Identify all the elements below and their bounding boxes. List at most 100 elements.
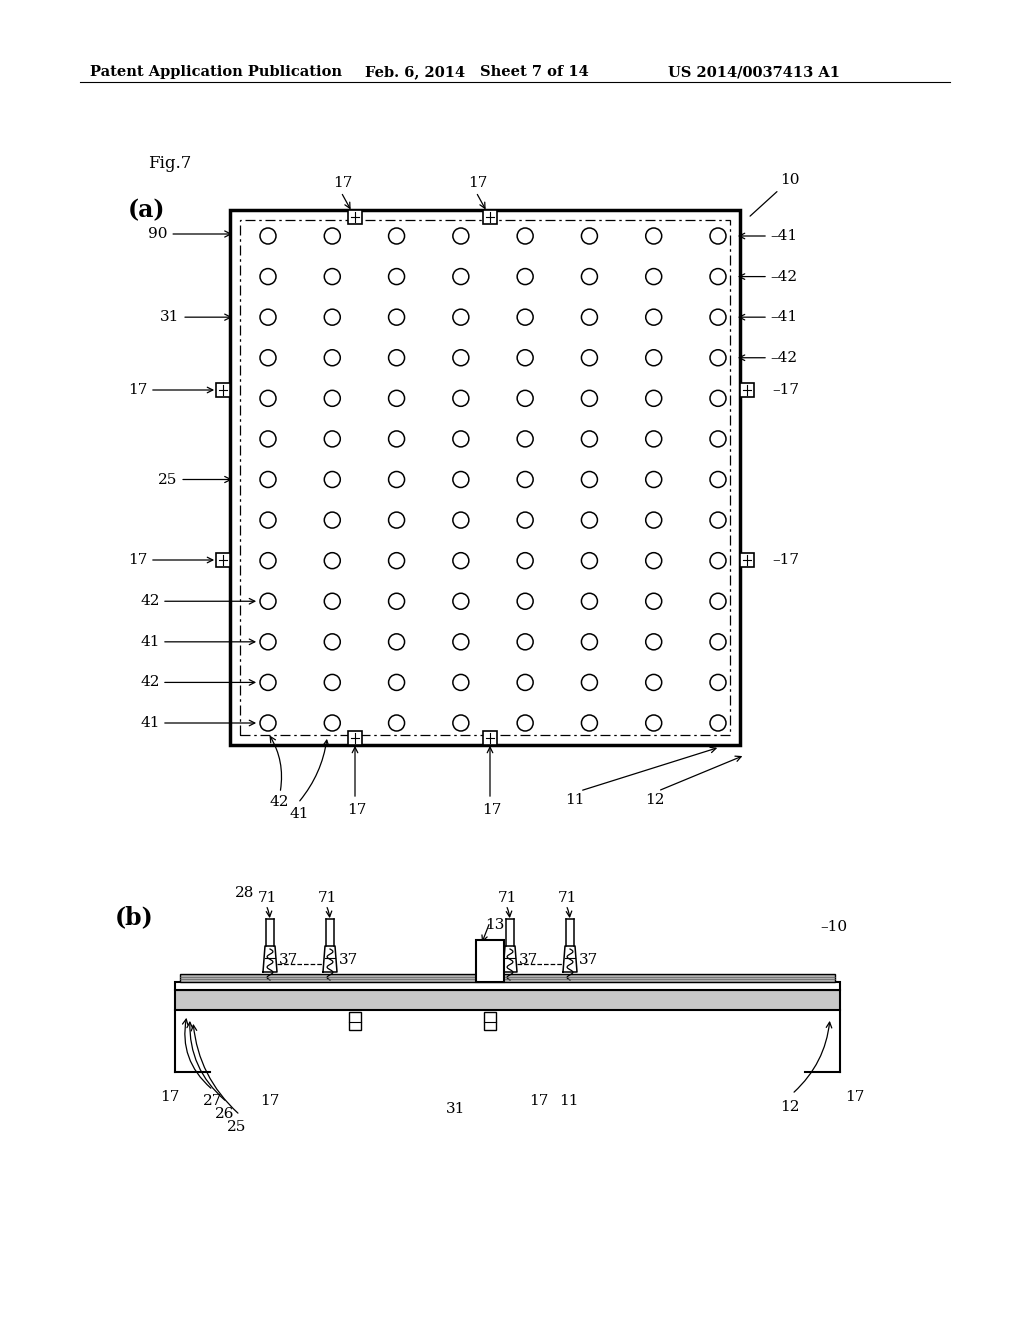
Bar [216, 383, 230, 397]
Text: 41: 41 [290, 807, 309, 821]
Circle shape [710, 430, 726, 447]
Circle shape [325, 715, 340, 731]
Circle shape [710, 309, 726, 325]
Circle shape [582, 512, 597, 528]
Circle shape [710, 715, 726, 731]
Circle shape [710, 350, 726, 366]
Bar [484, 1012, 496, 1030]
Circle shape [388, 634, 404, 649]
Text: –17: –17 [772, 383, 799, 397]
Circle shape [325, 553, 340, 569]
Text: 17: 17 [333, 176, 352, 190]
Text: 90: 90 [148, 227, 230, 242]
Circle shape [646, 268, 662, 285]
Circle shape [582, 350, 597, 366]
Circle shape [325, 430, 340, 447]
Text: 31: 31 [446, 1102, 465, 1115]
Circle shape [582, 471, 597, 487]
Text: 37: 37 [339, 953, 358, 968]
Circle shape [388, 309, 404, 325]
Circle shape [260, 391, 276, 407]
Circle shape [646, 553, 662, 569]
Circle shape [517, 430, 534, 447]
Text: –17: –17 [772, 553, 799, 568]
Text: 13: 13 [485, 917, 505, 932]
Text: 10: 10 [750, 173, 800, 216]
Bar [740, 383, 754, 397]
Circle shape [646, 309, 662, 325]
Circle shape [582, 675, 597, 690]
Bar [175, 990, 840, 1010]
Text: –41: –41 [770, 310, 797, 325]
Circle shape [325, 471, 340, 487]
Text: (a): (a) [128, 198, 166, 222]
Circle shape [646, 715, 662, 731]
Text: 42: 42 [140, 676, 160, 689]
Circle shape [517, 715, 534, 731]
Circle shape [517, 309, 534, 325]
Circle shape [710, 553, 726, 569]
Bar [348, 210, 362, 224]
Text: 17: 17 [160, 1090, 179, 1104]
Circle shape [710, 391, 726, 407]
Text: 11: 11 [559, 1094, 579, 1107]
Text: 71: 71 [558, 891, 578, 906]
Circle shape [517, 391, 534, 407]
Text: 27: 27 [203, 1094, 222, 1107]
Circle shape [453, 350, 469, 366]
Circle shape [260, 268, 276, 285]
Circle shape [260, 309, 276, 325]
Bar [348, 731, 362, 744]
Circle shape [517, 512, 534, 528]
Circle shape [388, 675, 404, 690]
Text: 71: 71 [498, 891, 517, 906]
Circle shape [260, 512, 276, 528]
Circle shape [260, 675, 276, 690]
Text: 37: 37 [579, 953, 598, 968]
Circle shape [582, 309, 597, 325]
Circle shape [582, 391, 597, 407]
Text: Fig.7: Fig.7 [148, 154, 191, 172]
Circle shape [453, 471, 469, 487]
Bar [240, 220, 730, 735]
Circle shape [517, 350, 534, 366]
Circle shape [325, 593, 340, 610]
Text: –10: –10 [820, 920, 847, 935]
Circle shape [388, 430, 404, 447]
Circle shape [582, 553, 597, 569]
Circle shape [453, 675, 469, 690]
Text: 28: 28 [234, 886, 254, 900]
Text: 42: 42 [270, 795, 290, 809]
Text: 12: 12 [780, 1100, 800, 1114]
Text: 41: 41 [140, 635, 160, 649]
Circle shape [325, 350, 340, 366]
Circle shape [453, 593, 469, 610]
Circle shape [646, 593, 662, 610]
Circle shape [582, 228, 597, 244]
Text: US 2014/0037413 A1: US 2014/0037413 A1 [668, 65, 840, 79]
Text: 25: 25 [158, 473, 230, 487]
Circle shape [517, 228, 534, 244]
Circle shape [453, 268, 469, 285]
Circle shape [710, 593, 726, 610]
Circle shape [453, 512, 469, 528]
Bar [740, 553, 754, 568]
Circle shape [388, 391, 404, 407]
Circle shape [710, 634, 726, 649]
Circle shape [325, 512, 340, 528]
Circle shape [646, 634, 662, 649]
Circle shape [517, 593, 534, 610]
Bar [476, 940, 504, 982]
Circle shape [325, 634, 340, 649]
Text: 17: 17 [129, 553, 148, 568]
Circle shape [582, 430, 597, 447]
Circle shape [582, 634, 597, 649]
Circle shape [453, 391, 469, 407]
Circle shape [260, 634, 276, 649]
Text: 12: 12 [645, 793, 665, 807]
Text: Feb. 6, 2014: Feb. 6, 2014 [365, 65, 465, 79]
Circle shape [388, 268, 404, 285]
Text: 17: 17 [468, 176, 487, 190]
Bar [216, 553, 230, 568]
Circle shape [260, 715, 276, 731]
